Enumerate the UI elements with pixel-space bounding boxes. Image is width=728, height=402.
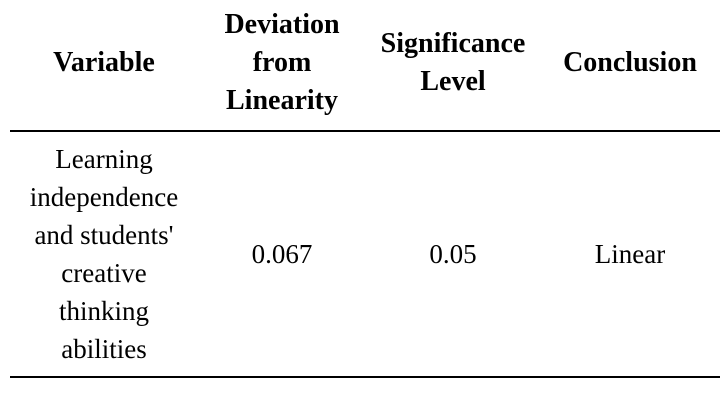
- cell: 0.067: [198, 131, 366, 378]
- cell-text: Learning independence and students' crea…: [29, 144, 179, 364]
- table-head: Variable Deviation from Linearity Signif…: [10, 6, 720, 132]
- cell: 0.05: [366, 131, 540, 378]
- header-cell: Significance Level: [366, 6, 540, 132]
- header-cell: Conclusion: [540, 6, 720, 132]
- header-row: Variable Deviation from Linearity Signif…: [10, 6, 720, 132]
- table: Variable Deviation from Linearity Signif…: [10, 6, 720, 378]
- table-body: Learning independence and students' crea…: [10, 131, 720, 378]
- cell: Linear: [540, 131, 720, 378]
- body-row: Learning independence and students' crea…: [10, 131, 720, 378]
- cell: Learning independence and students' crea…: [10, 131, 198, 378]
- header-text: Deviation from Linearity: [224, 9, 340, 116]
- header-cell: Variable: [10, 6, 198, 132]
- header-cell: Deviation from Linearity: [198, 6, 366, 132]
